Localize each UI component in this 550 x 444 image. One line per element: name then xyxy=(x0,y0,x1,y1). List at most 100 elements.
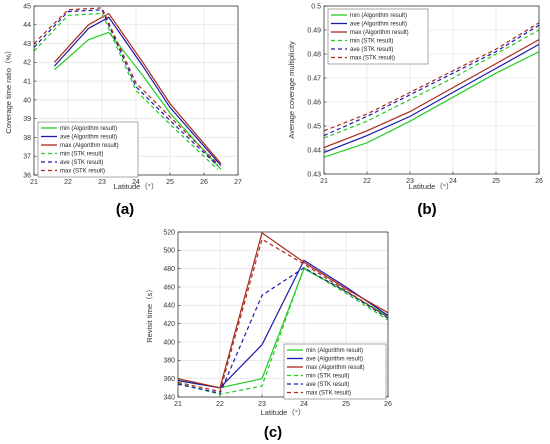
series-line-max xyxy=(323,39,540,149)
y-tick-label: 42 xyxy=(23,60,31,67)
y-axis-label: Coverage time ratio（%） xyxy=(4,46,13,133)
x-tick-label: 21 xyxy=(30,179,38,186)
series-line-ave_stk xyxy=(323,24,540,137)
y-tick-label: 36 xyxy=(23,172,31,179)
series-line-max xyxy=(53,12,222,165)
legend-box xyxy=(327,8,429,65)
series-line-ave_stk xyxy=(177,267,389,394)
x-axis-label: Latitude（°） xyxy=(261,408,306,417)
x-tick-label: 23 xyxy=(98,179,106,186)
x-tick-label: 24 xyxy=(132,179,140,186)
panel-caption: (c) xyxy=(264,424,282,441)
y-tick-label: 360 xyxy=(163,376,175,383)
y-tick-label: 0.44 xyxy=(307,147,321,154)
y-tick-label: 0.48 xyxy=(307,51,321,58)
legend: min (Algorithm result) ave (Algorithm res… xyxy=(283,343,387,400)
y-axis-label: Average coverage multiplicity xyxy=(287,41,296,139)
x-axis-label: Latitude（°） xyxy=(114,182,159,191)
series-line-min xyxy=(54,31,222,170)
x-tick-label: 25 xyxy=(492,178,500,185)
x-tick-label: 26 xyxy=(200,179,208,186)
legend-entry: min (Algorithm result) xyxy=(350,13,407,19)
series-line-max xyxy=(177,231,389,389)
series-group xyxy=(323,22,540,158)
x-tick-label: 26 xyxy=(384,401,392,408)
y-tick-label: 44 xyxy=(23,22,31,29)
plot-frame xyxy=(177,231,389,398)
y-tick-label: 0.49 xyxy=(307,27,321,34)
y-tick-label: 0.43 xyxy=(307,171,321,178)
legend-entry: max (Algorithm result) xyxy=(60,143,119,149)
y-tick-label: 500 xyxy=(163,248,175,255)
y-tick-label: 0.47 xyxy=(307,75,321,82)
chart-a: 21 22 23 24 25 26 27 36 37 38 39 40 41 42 43 44 45 min (… xyxy=(4,3,242,218)
legend-entry: min (STK result) xyxy=(60,152,103,158)
y-tick-label: 340 xyxy=(163,394,175,401)
legend-entry: max (STK result) xyxy=(350,56,395,62)
y-tick-label: 38 xyxy=(23,135,31,142)
legend-entry: ave (STK result) xyxy=(350,47,393,53)
y-tick-label: 0.5 xyxy=(311,3,321,10)
y-tick-label: 41 xyxy=(23,79,31,86)
legend-box xyxy=(283,343,387,400)
legend-entry: min (Algorithm result) xyxy=(60,126,117,132)
y-tick-label: 45 xyxy=(23,3,31,10)
legend-entry: max (STK result) xyxy=(306,391,351,397)
panel-caption: (b) xyxy=(417,201,436,218)
series-line-ave xyxy=(53,16,222,166)
chart-b: 21 22 23 24 25 26 0.43 0.44 0.45 0.46 0.47 0.48 0.49… xyxy=(287,3,543,218)
legend-entry: min (Algorithm result) xyxy=(306,348,363,354)
y-tick-label: 460 xyxy=(163,284,175,291)
legend-entry: max (Algorithm result) xyxy=(350,30,409,36)
series-line-ave xyxy=(323,43,540,153)
x-tick-label: 24 xyxy=(449,178,457,185)
y-tick-label: 420 xyxy=(163,321,175,328)
y-tick-label: 43 xyxy=(23,41,31,48)
legend-entry: ave (Algorithm result) xyxy=(350,22,407,28)
legend-entry: max (STK result) xyxy=(60,169,105,175)
legend-entry: ave (STK result) xyxy=(306,382,349,388)
x-axis-label: Latitude（°） xyxy=(409,182,454,191)
legend: min (Algorithm result) ave (Algorithm res… xyxy=(327,8,429,65)
y-tick-label: 380 xyxy=(163,358,175,365)
x-tick-label: 25 xyxy=(166,179,174,186)
x-tick-label: 23 xyxy=(406,178,414,185)
y-tick-label: 440 xyxy=(163,303,175,310)
series-group xyxy=(33,7,222,170)
y-tick-label: 37 xyxy=(23,154,31,161)
series-line-min_stk xyxy=(177,266,389,395)
legend-entry: ave (STK result) xyxy=(60,160,103,166)
y-tick-label: 0.46 xyxy=(307,99,321,106)
chart-c: 21 22 23 24 25 26 340 360 380 400 420 440 460 480 500 5… xyxy=(145,229,392,441)
y-tick-label: 39 xyxy=(23,116,31,123)
legend-box xyxy=(37,121,139,178)
series-line-min xyxy=(323,51,540,158)
x-tick-label: 24 xyxy=(300,401,308,408)
y-tick-label: 40 xyxy=(23,97,31,104)
series-line-min_stk xyxy=(323,29,540,139)
panel-caption: (a) xyxy=(116,201,134,218)
x-tick-label: 21 xyxy=(174,401,182,408)
x-tick-label: 26 xyxy=(535,178,543,185)
series-line-max_stk xyxy=(177,238,389,393)
series-group xyxy=(177,231,389,395)
series-line-max_stk xyxy=(323,22,540,132)
x-tick-label: 21 xyxy=(320,178,328,185)
legend-entry: min (STK result) xyxy=(350,39,393,45)
ticks-group: 21 22 23 24 25 26 27 36 37 38 39 40 41 42 43 44 45 xyxy=(23,3,242,186)
legend: min (Algorithm result) ave (Algorithm res… xyxy=(37,121,139,178)
y-tick-label: 0.45 xyxy=(307,123,321,130)
ticks-group: 21 22 23 24 25 26 340 360 380 400 420 440 460 480 500 5… xyxy=(163,229,392,408)
y-tick-label: 520 xyxy=(163,229,175,236)
series-line-ave_stk xyxy=(33,9,219,167)
y-tick-label: 400 xyxy=(163,339,175,346)
x-tick-label: 22 xyxy=(216,401,224,408)
y-tick-label: 480 xyxy=(163,266,175,273)
legend-entry: ave (Algorithm result) xyxy=(306,357,363,363)
x-tick-label: 22 xyxy=(64,179,72,186)
y-axis-label: Revisit time（s） xyxy=(145,285,154,343)
legend-entry: min (STK result) xyxy=(306,374,349,380)
x-tick-label: 22 xyxy=(363,178,371,185)
legend-entry: ave (Algorithm result) xyxy=(60,135,117,141)
x-tick-label: 27 xyxy=(234,179,242,186)
